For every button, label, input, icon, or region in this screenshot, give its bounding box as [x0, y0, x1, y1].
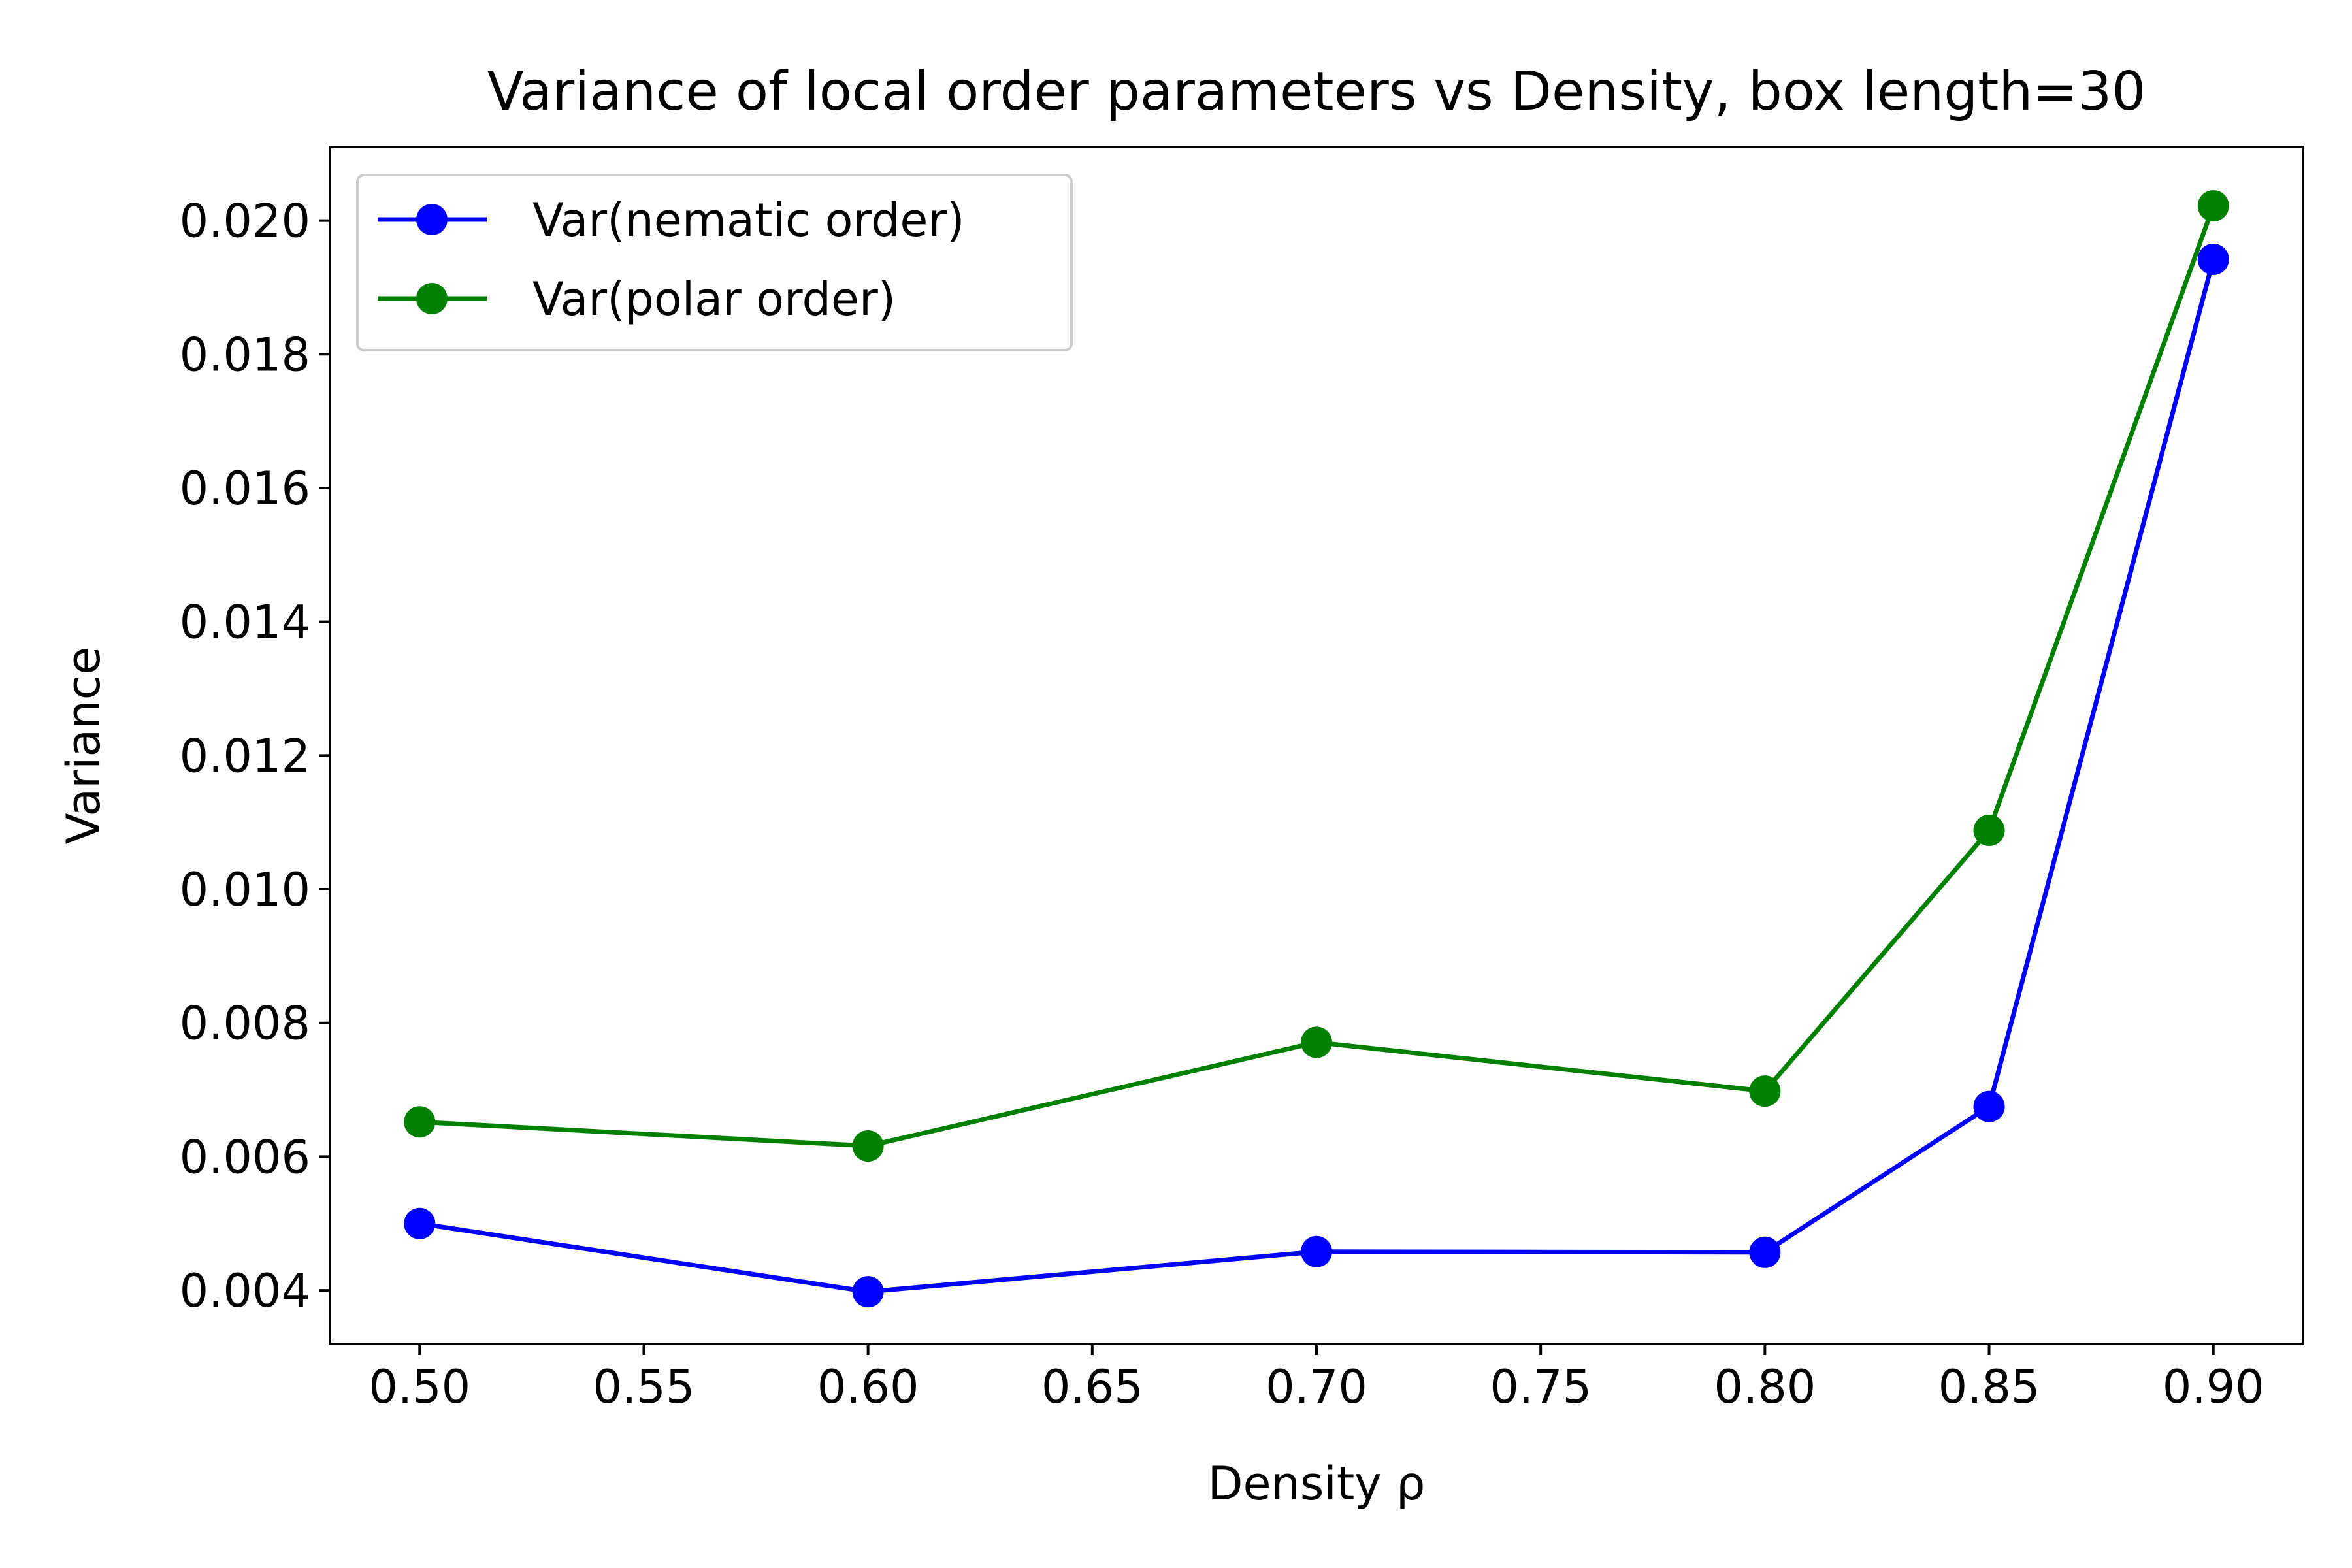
series-line-1 [419, 259, 2216, 1294]
series-2-point [2197, 190, 2229, 222]
legend-box [356, 174, 1073, 351]
y-tick-label: 0.012 [180, 729, 310, 783]
x-tick-label: 0.65 [1041, 1360, 1143, 1414]
x-tick-label: 0.90 [2163, 1360, 2264, 1414]
series-1-point [852, 1276, 884, 1308]
series-1-point [2197, 243, 2229, 275]
series-2-point [404, 1106, 436, 1138]
chart-title: Variance of local order parameters vs De… [487, 61, 2146, 123]
y-axis-label: Variance [57, 647, 110, 844]
x-tick-label: 0.70 [1266, 1360, 1367, 1414]
y-tick-label: 0.016 [180, 462, 310, 515]
legend-label-2: Var(polar order) [532, 272, 896, 326]
series-1-point [1301, 1235, 1332, 1267]
y-tick-label: 0.020 [180, 195, 310, 248]
series-1-point [1973, 1090, 2005, 1122]
series-1-point [1749, 1236, 1781, 1268]
y-tick-label: 0.010 [180, 863, 310, 917]
x-tick-label: 0.80 [1714, 1360, 1816, 1414]
series-2-point [1973, 814, 2005, 846]
series-2-point [852, 1130, 884, 1162]
y-axis-ticks: 0.004 0.006 0.008 0.010 0.012 0.014 0.016 0.018… [180, 195, 330, 1318]
x-tick-label: 0.55 [593, 1360, 695, 1414]
x-tick-label: 0.50 [368, 1360, 470, 1414]
series-layer [404, 190, 2229, 1308]
legend: Var(nematic order) Var(polar order) [356, 174, 1073, 351]
y-tick-label: 0.006 [180, 1130, 310, 1184]
y-tick-label: 0.018 [180, 328, 310, 382]
legend-marker-1 [416, 204, 448, 235]
series-1-point [404, 1207, 436, 1239]
series-2-point [1301, 1026, 1332, 1058]
y-tick-label: 0.008 [180, 997, 310, 1051]
plot-frame [329, 146, 2304, 1345]
x-tick-label: 0.60 [817, 1360, 919, 1414]
series-line-2 [419, 204, 2216, 1149]
legend-marker-2 [416, 283, 448, 314]
series-2-point [1749, 1075, 1781, 1107]
y-tick-label: 0.014 [180, 596, 310, 649]
legend-label-1: Var(nematic order) [532, 193, 965, 247]
x-axis-ticks: 0.50 0.55 0.60 0.65 0.70 0.75 0.80 0.85 0.90 [368, 1344, 2264, 1414]
x-tick-label: 0.75 [1490, 1360, 1592, 1414]
x-axis-label: Density ρ [1208, 1457, 1426, 1511]
y-tick-label: 0.004 [180, 1264, 310, 1318]
x-tick-label: 0.85 [1938, 1360, 2040, 1414]
